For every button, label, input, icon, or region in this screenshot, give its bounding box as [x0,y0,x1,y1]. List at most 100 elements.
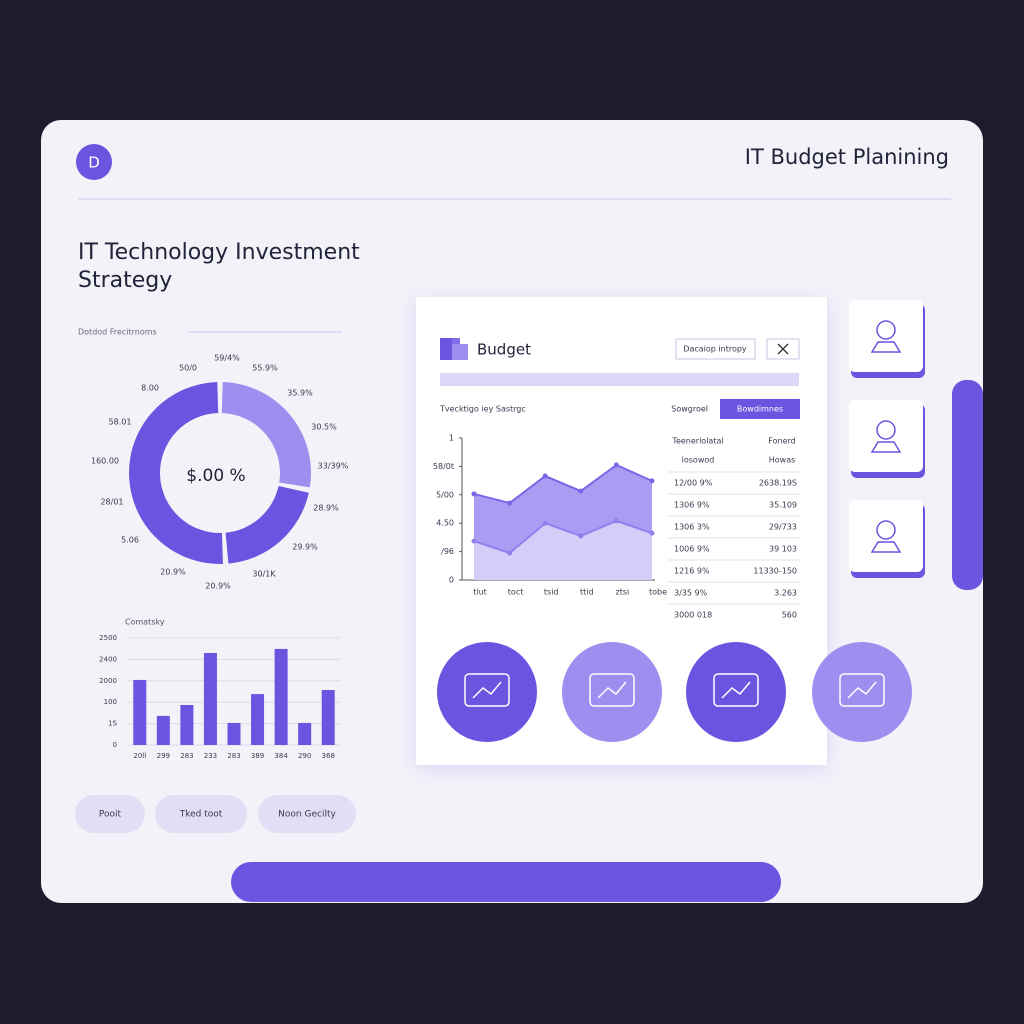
side-icon-glyph [870,441,902,453]
logo-letter: D [88,154,100,172]
pill-button[interactable] [155,795,247,833]
table-cell: 1306 9% [674,501,710,510]
app-title: IT Budget Planining [745,145,949,169]
bar-title: Comatsky [125,618,165,627]
point [471,491,477,497]
donut-tick-label: 50/0 [179,364,197,373]
donut-tick-label: 59/4% [214,354,240,363]
y-tick-label: /96 [441,547,454,556]
x-tick-label: 283 [180,752,193,760]
pill-label: Noon Gecilty [278,810,336,820]
donut-tick-label: 30/1K [252,570,276,579]
icon-glyph [847,681,877,699]
x-tick-label: 233 [204,752,217,760]
bar [156,715,170,745]
tab: Bowdimnes [737,405,783,414]
tab-active[interactable] [720,399,800,419]
side-icon[interactable] [849,300,923,372]
point [613,462,619,468]
side-icon[interactable] [849,400,923,472]
table-cell: 560 [782,611,797,620]
table-cell: 3.263 [774,589,797,598]
y-tick-label: 4.50 [436,519,454,528]
table-cell: 1006 9% [674,545,710,554]
bar [133,679,147,745]
icon-glyph [589,673,635,707]
donut-label: Dotdod Frecitrnoms [78,328,157,337]
x-tick-label: 283 [227,752,240,760]
tab[interactable]: Sowgroel [671,405,708,414]
x-tick-label: 389 [251,752,264,760]
icons [437,300,925,742]
donut-tick-label: 5.06 [121,536,139,545]
table-cell: 12/00 9% [674,479,713,488]
x-tick-label: tlut [473,588,487,597]
table-cell: 2638.19S [759,479,797,488]
y-tick-label: 2000 [99,677,117,685]
donut-tick-label: 28/01 [100,498,123,507]
bar [180,704,194,745]
y-tick-label: 0 [449,576,454,585]
line [473,519,653,555]
x-tick-label: tsid [544,588,559,597]
y-tick-label: 0 [113,741,117,749]
point [507,500,513,506]
x-tick-label: toct [508,588,524,597]
point [542,473,548,479]
side-icon-glyph [876,420,896,440]
logo[interactable] [76,144,112,180]
icon-glyph [597,681,627,699]
table-cell: 11330-150 [753,567,797,576]
y-tick-label: 2500 [99,634,117,642]
side-icon[interactable] [849,500,923,572]
donut-center: $.00 % [186,466,245,486]
y-tick-label: 5/00 [436,490,454,499]
donut-segment [129,382,223,564]
bar [251,694,265,745]
x-tick-label: 20ll [133,752,146,760]
point [471,538,477,544]
y-tick-label: 2400 [99,655,117,663]
table-cell: 39 103 [769,545,797,554]
table-header: Fonerd [768,437,795,446]
pill-button[interactable] [258,795,356,833]
bar [227,722,241,745]
table-header: Teenerlolatal [671,437,723,446]
panel-icon [440,338,468,360]
bottom-bar[interactable] [231,862,781,902]
search-text: Dacaiop intropy [683,345,747,354]
x-tick-label: 368 [322,752,335,760]
table-cell: 35.109 [769,501,797,510]
point [578,488,584,494]
heading: Strategy [78,268,172,293]
icon-glyph [839,673,885,707]
donut-tick-label: 20.9% [205,582,231,591]
x-tick-label: ztsi [616,588,630,597]
bar [203,652,217,745]
bar [321,690,335,745]
close-icon [777,343,789,355]
side-tab[interactable] [952,380,983,590]
chart-subtitle: Tvecktigo iey Sastrgc [439,405,526,414]
bar [298,722,312,745]
pill-button[interactable] [75,795,145,833]
x-tick-label: 384 [274,752,288,760]
icon-button[interactable] [812,642,912,742]
point [613,518,619,524]
icon-button[interactable] [437,642,537,742]
search-box[interactable] [675,338,756,360]
donut-tick-label: 20.9% [160,568,186,577]
donut-segment [225,486,309,564]
table-cell: 1216 9% [674,567,710,576]
icon-glyph [713,673,759,707]
x-tick-label: tobe [649,588,667,597]
table-header: losowod [682,456,715,465]
table-cell: 3/35 9% [674,589,708,598]
donut-tick-label: 160.00 [91,457,119,466]
donut-segment [221,382,312,488]
y-tick-label: 58/0t [433,462,454,471]
table-cell: 1306 3% [674,523,710,532]
icon-button[interactable] [562,642,662,742]
point [542,520,548,526]
icon-button[interactable] [686,642,786,742]
